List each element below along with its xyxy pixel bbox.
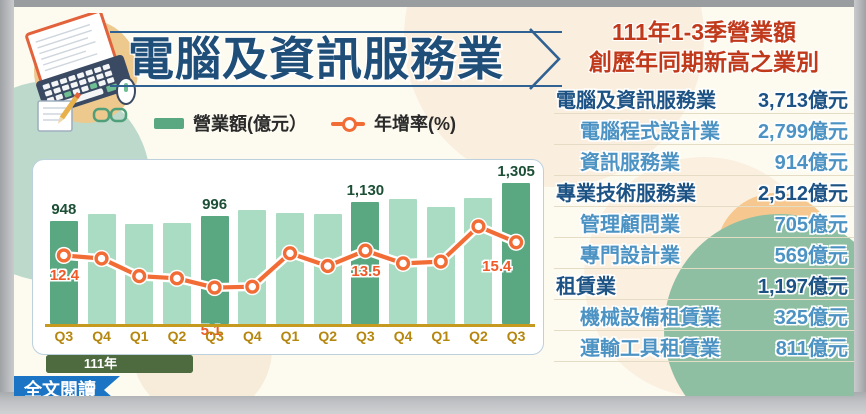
page-title: 電腦及資訊服務業: [128, 33, 504, 85]
chart-quarter-label: Q4: [242, 328, 262, 344]
chart-quarter-label: Q2: [469, 328, 488, 344]
chart-line-value-label: 15.4: [482, 258, 512, 276]
summary-row: 專門設計業 569億元: [554, 238, 854, 269]
frame-bottom-edge: [0, 392, 866, 414]
title-banner: 電腦及資訊服務業: [110, 23, 562, 95]
summary-row: 電腦程式設計業 2,799億元: [554, 114, 854, 145]
chart-bar-value-label: 948: [51, 201, 77, 219]
poster-canvas: 電腦及資訊服務業 營業額(億元） 年增率(%) 948 996 1,130 1,305…: [14, 7, 854, 396]
chart-bar: [502, 182, 531, 324]
chart-plot-area: 948 996 1,130 1,305 12.4 5.1 13.5 15.4: [45, 163, 535, 339]
summary-row-value: 705億元: [774, 213, 848, 236]
summary-row: 管理顧問業 705億元: [554, 207, 854, 238]
title-rule-top: [110, 31, 562, 33]
summary-row: 租賃業 1,197億元: [554, 269, 854, 300]
chart-quarter-label: Q4: [393, 328, 413, 344]
read-more-label[interactable]: 全文閱讀: [14, 376, 104, 396]
legend-line-marker-icon: [331, 116, 365, 132]
laptop-desk-icon: [25, 13, 138, 132]
chart-line-value-label: 12.4: [49, 267, 80, 285]
chart-panel: 948 996 1,130 1,305 12.4 5.1 13.5 15.4 Q3 Q4 Q1 Q2…: [32, 159, 544, 355]
read-more-arrow-icon: [104, 376, 120, 396]
summary-heading-line2: 創歷年同期新高之業別: [589, 49, 819, 75]
chart-bar: [313, 213, 342, 324]
chart-bar-value-label: 1,305: [497, 162, 535, 180]
chart-quarter-label: Q2: [167, 328, 187, 344]
legend-bar-swatch: [154, 117, 184, 129]
summary-row-value: 325億元: [774, 306, 848, 329]
summary-heading-line1: 111年1-3季營業額: [611, 19, 797, 45]
summary-row-value: 811億元: [775, 337, 848, 360]
summary-panel: 111年1-3季營業額 創歷年同期新高之業別 電腦及資訊服務業 3,713億元 電腦…: [554, 17, 854, 396]
chart-bar: [389, 199, 418, 324]
summary-row-value: 2,799億元: [757, 120, 848, 143]
summary-row-value: 3,713億元: [757, 89, 848, 112]
chart-legend: 營業額(億元） 年增率(%): [154, 110, 456, 136]
chart-year-labels: 108年109年110年111年: [44, 355, 544, 375]
summary-row-name: 專門設計業: [580, 244, 680, 267]
chart-bar: [87, 213, 116, 324]
summary-row-value: 2,512億元: [757, 182, 848, 205]
chart-year-group-label: 111年: [46, 355, 156, 373]
summary-row-name: 專業技術服務業: [556, 182, 696, 205]
chart-quarter-label: Q1: [129, 328, 149, 344]
chart-quarter-label: Q1: [431, 328, 451, 344]
chart-bar: [276, 213, 304, 324]
summary-row-value: 914億元: [774, 151, 848, 174]
chart-quarter-label: Q4: [92, 328, 111, 344]
chart-bar: [125, 224, 154, 324]
chart-bar: [426, 207, 455, 324]
summary-row: 專業技術服務業 2,512億元: [554, 176, 854, 207]
chart-quarter-label: Q3: [356, 328, 375, 344]
summary-row-name: 租賃業: [556, 275, 616, 298]
chart-x-axis: [45, 324, 535, 327]
chart-quarter-label: Q3: [205, 328, 224, 344]
summary-row-name: 電腦程式設計業: [580, 120, 720, 143]
title-rule-bottom: [110, 85, 562, 87]
frame-right-edge: [854, 0, 866, 396]
summary-row: 運輸工具租賃業 811億元: [554, 331, 854, 362]
summary-list: 電腦及資訊服務業 3,713億元 電腦程式設計業 2,799億元 資訊服務業 914億元專…: [554, 83, 854, 362]
legend-line-label: 年增率(%): [374, 114, 456, 134]
chart-quarter-labels: Q3 Q4 Q1 Q2 Q3 Q4 Q1 Q2 Q3 Q4 Q1 Q2 Q3: [45, 328, 535, 348]
summary-row: 資訊服務業 914億元: [554, 145, 854, 176]
summary-row-name: 機械設備租賃業: [580, 306, 720, 329]
chart-bar-value-label: 1,130: [346, 181, 385, 199]
chart-quarter-label: Q2: [318, 328, 338, 344]
summary-row: 機械設備租賃業 325億元: [554, 300, 854, 331]
summary-row-name: 資訊服務業: [580, 151, 680, 174]
chevron-right-icon: [529, 28, 561, 90]
chart-bar: [238, 210, 267, 324]
summary-row-name: 管理顧問業: [580, 213, 680, 236]
summary-row-name: 電腦及資訊服務業: [556, 89, 716, 112]
chart-quarter-label: Q3: [506, 328, 526, 344]
summary-row: 電腦及資訊服務業 3,713億元: [554, 83, 854, 114]
chart-line-value-label: 13.5: [351, 262, 381, 280]
chart-quarter-label: Q3: [54, 328, 74, 344]
legend-bar-label: 營業額(億元）: [193, 114, 307, 134]
frame-left-edge: [0, 0, 14, 396]
summary-row-value: 1,197億元: [757, 275, 848, 298]
chart-bar: [162, 223, 191, 324]
summary-row-name: 運輸工具租賃業: [580, 337, 720, 360]
chart-quarter-label: Q1: [280, 328, 300, 344]
chart-bar-value-label: 996: [202, 196, 228, 214]
chart-bar: [200, 216, 229, 324]
frame-top-edge: [0, 0, 866, 7]
summary-row-value: 569億元: [774, 244, 848, 267]
